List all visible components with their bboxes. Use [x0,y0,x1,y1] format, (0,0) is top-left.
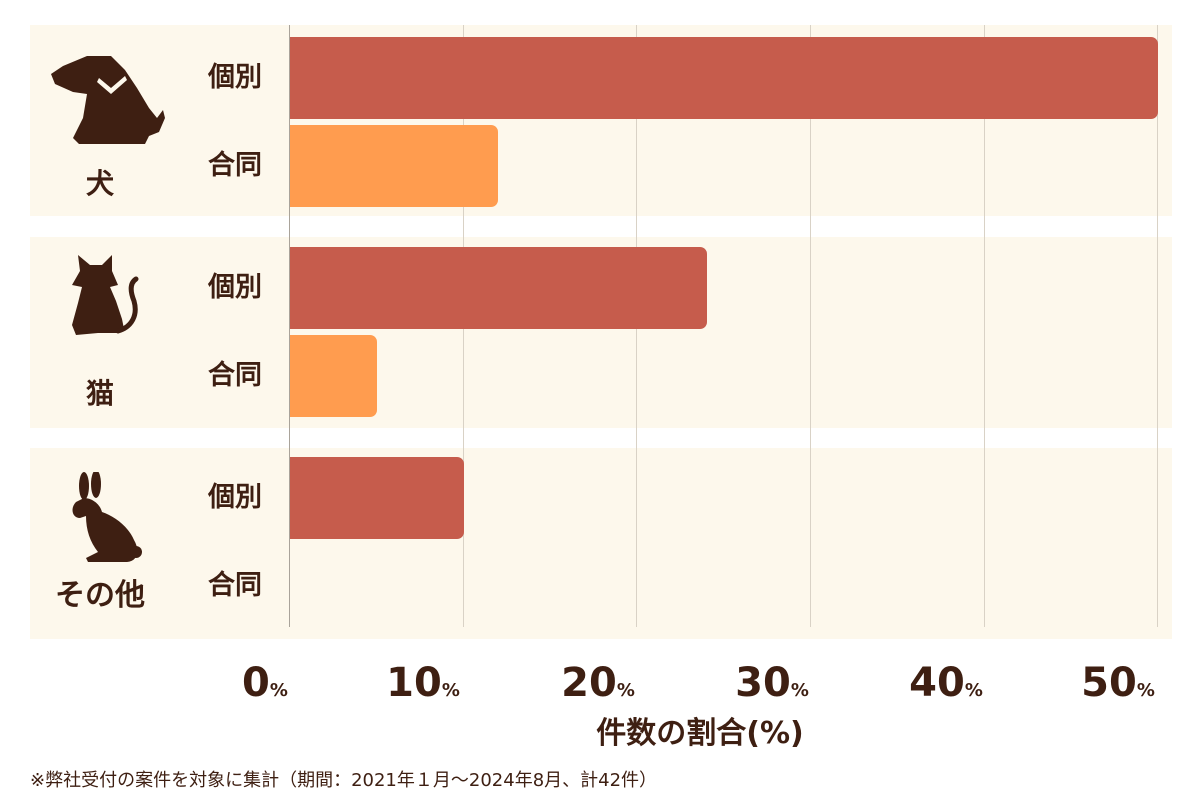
x-tick-0: 0% [242,660,288,706]
x-axis-line [289,25,290,627]
gridline-30 [810,25,811,627]
dog-icon [51,56,165,144]
group-label-cat: 猫 [85,377,114,410]
group-panel-other [30,448,1172,639]
bar-cat-individual [290,247,707,329]
x-tick-30: 30% [735,660,809,706]
bar-dog-individual [290,37,1158,119]
type-label-cat-joint: 合同 [208,360,262,391]
type-label-other-joint: 合同 [208,570,262,601]
rabbit-icon [72,472,142,562]
gridline-40 [984,25,985,627]
gridline-50 [1157,25,1158,627]
x-tick-50: 50% [1081,660,1155,706]
type-label-cat-individual: 個別 [208,272,262,303]
x-tick-20: 20% [561,660,635,706]
bar-other-individual [290,457,464,539]
type-label-dog-joint: 合同 [208,150,262,181]
bar-cat-joint [290,335,377,417]
x-tick-10: 10% [386,660,460,706]
footnote: ※弊社受付の案件を対象に集計（期間：2021年１月～2024年8月、計42件） [30,770,658,791]
x-tick-40: 40% [909,660,983,706]
x-axis-title: 件数の割合(%) [596,716,804,751]
cat-icon [72,255,139,335]
bar-dog-joint [290,125,499,207]
type-label-other-individual: 個別 [208,482,262,513]
group-label-other: その他 [55,578,145,613]
group-label-dog: 犬 [85,167,114,200]
type-label-dog-individual: 個別 [208,62,262,93]
